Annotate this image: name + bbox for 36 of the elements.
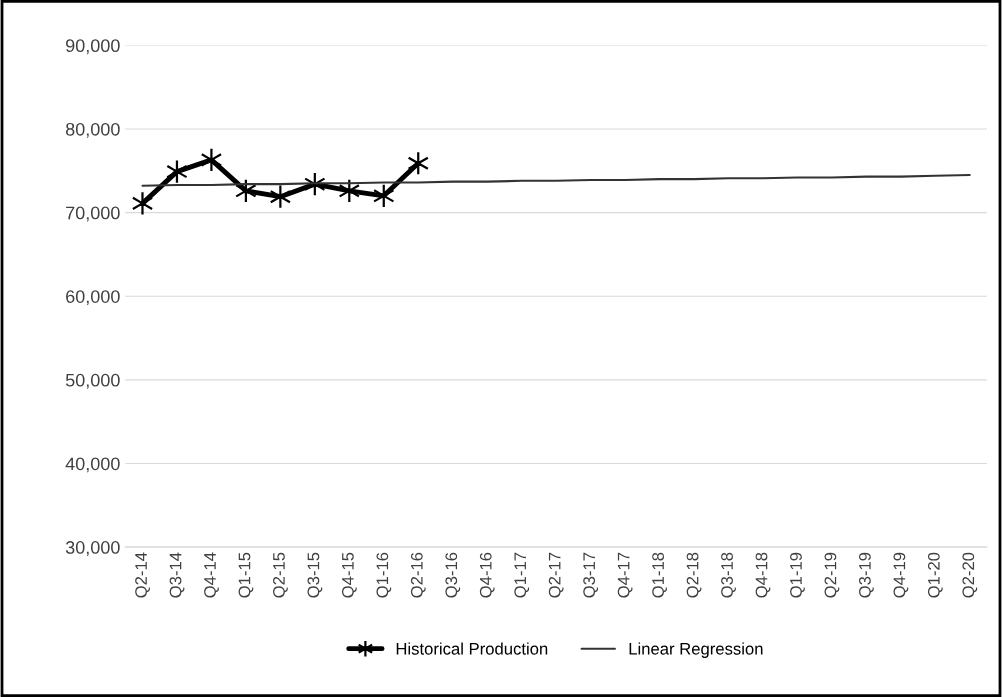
- y-tick-label: 70,000: [66, 206, 120, 222]
- x-tick-label: Q1-19: [790, 552, 805, 598]
- y-tick-label: 80,000: [65, 122, 120, 138]
- x-tick-label: Q1-17: [514, 552, 530, 598]
- x-tick-label: Q4-14: [204, 552, 219, 598]
- x-tick-label: Q1-18: [652, 552, 667, 598]
- y-tick-label: 40,000: [65, 457, 120, 473]
- x-tick-label: Q3-18: [721, 552, 736, 598]
- x-tick-label: Q2-16: [410, 552, 426, 598]
- y-tick-label: 50,000: [65, 373, 120, 389]
- legend-label: Linear Regression: [629, 642, 763, 658]
- x-tick-label: Q1-15: [238, 552, 254, 598]
- x-tick-label: Q2-15: [273, 552, 288, 598]
- x-tick-label: Q2-19: [824, 552, 840, 598]
- point: [200, 147, 223, 173]
- x-tick-label: Q2-17: [548, 552, 564, 598]
- x-tick-label: Q4-16: [479, 552, 495, 598]
- legend-label: Historical Production: [396, 642, 548, 655]
- x-tick-label: Q2-14: [135, 552, 150, 598]
- point: [131, 191, 154, 216]
- x-tick-label: Q3-16: [445, 552, 461, 598]
- x-tick-label: Q3-19: [859, 552, 874, 598]
- x-tick-label: Q2-20: [962, 552, 978, 598]
- x-tick-label: Q3-17: [583, 552, 599, 598]
- y-tick-label: 90,000: [66, 39, 120, 55]
- x-tick-label: Q3-14: [169, 552, 185, 598]
- x-tick-label: Q4-18: [755, 552, 771, 598]
- y-tick-label: 60,000: [66, 290, 120, 306]
- x-tick-label: Q1-16: [376, 552, 392, 598]
- x-tick-label: Q4-15: [341, 552, 357, 598]
- x-tick-label: Q1-20: [927, 552, 943, 598]
- x-tick-label: Q4-19: [893, 552, 909, 598]
- x-tick-label: Q2-18: [686, 552, 702, 598]
- x-tick-label: Q4-17: [617, 552, 633, 598]
- x-tick-label: Q3-15: [307, 552, 323, 598]
- y-tick-label: 30,000: [65, 541, 120, 556]
